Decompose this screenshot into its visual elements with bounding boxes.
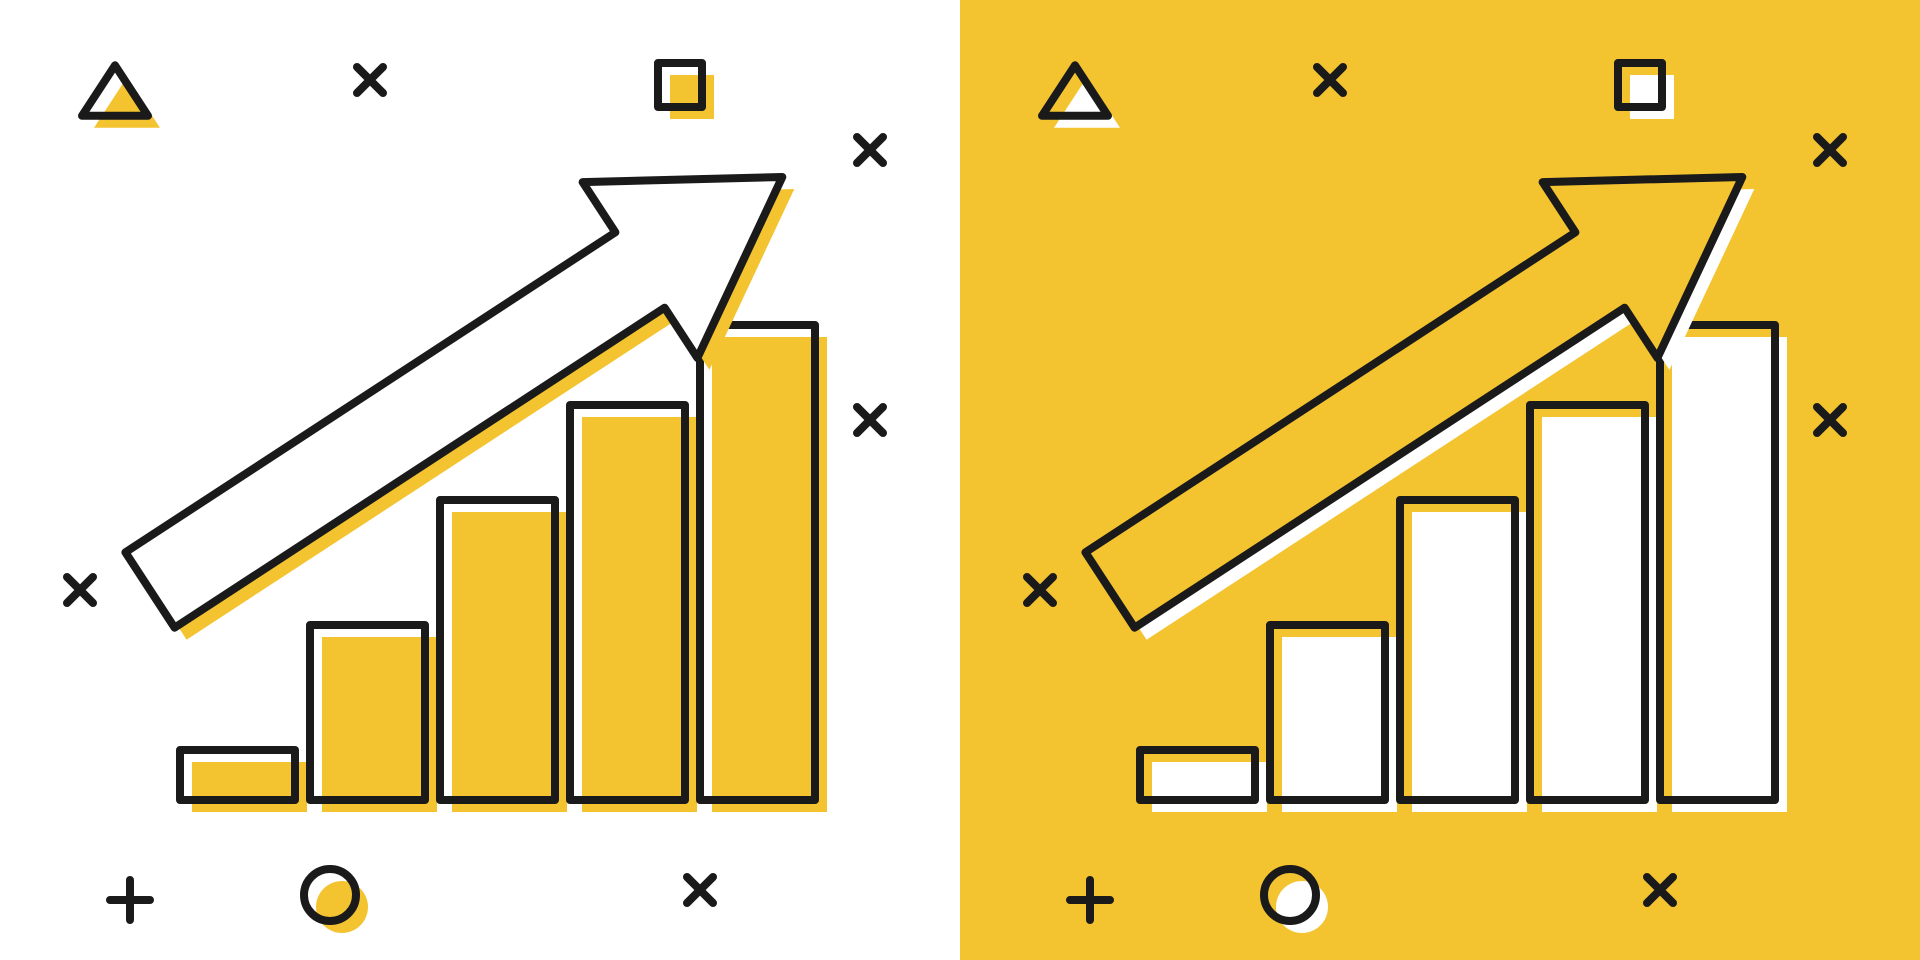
bar-fill-2 — [1412, 512, 1527, 812]
square-fill-icon — [670, 75, 714, 119]
bar-fill-4 — [712, 337, 827, 812]
bar-fill-3 — [1542, 417, 1657, 812]
circle-fill-icon — [316, 881, 368, 933]
bar-fill-0 — [1152, 762, 1267, 812]
bar-fill-2 — [452, 512, 567, 812]
bar-fill-4 — [1672, 337, 1787, 812]
bar-fill-1 — [1282, 637, 1397, 812]
circle-fill-icon — [1276, 881, 1328, 933]
bar-fill-0 — [192, 762, 307, 812]
square-fill-icon — [1630, 75, 1674, 119]
growth-chart-panel-dark — [960, 0, 1920, 960]
bar-fill-3 — [582, 417, 697, 812]
bar-fill-1 — [322, 637, 437, 812]
growth-chart-panel-light — [0, 0, 960, 960]
